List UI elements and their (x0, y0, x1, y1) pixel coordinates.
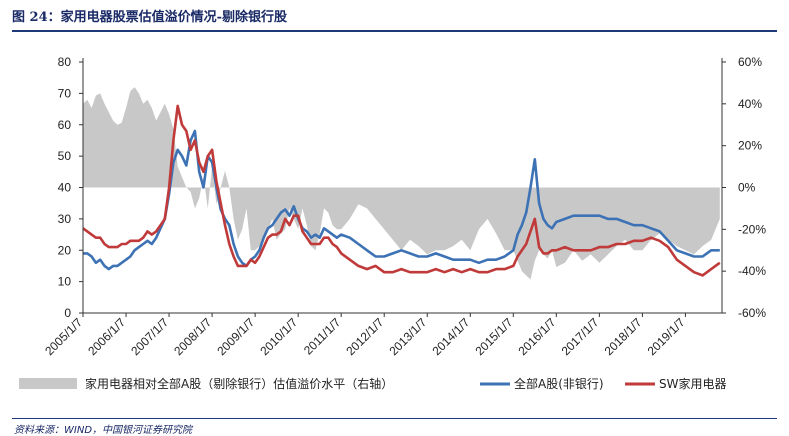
x-tick-label: 2011/1/7 (301, 315, 344, 358)
title-rule (12, 30, 777, 32)
y-left-tick-label: 0 (64, 306, 71, 320)
x-tick-label: 2014/1/7 (429, 315, 472, 358)
y-right-tick-label: -40% (738, 264, 766, 278)
y-right-tick-label: 0% (738, 181, 756, 195)
y-left-tick-label: 40 (58, 181, 72, 195)
legend-label-sw: SW家用电器 (659, 376, 726, 391)
y-left-tick-label: 80 (58, 55, 72, 69)
y-left-tick-label: 60 (58, 118, 72, 132)
x-tick-label: 2018/1/7 (602, 315, 645, 358)
page-title: 图 24：家用电器股票估值溢价情况-剔除银行股 (12, 10, 288, 25)
x-tick-label: 2017/1/7 (559, 315, 602, 358)
y-right-tick-label: -20% (738, 222, 766, 236)
y-right-tick-label: -60% (738, 306, 766, 320)
x-tick-label: 2008/1/7 (171, 315, 214, 358)
x-tick-label: 2015/1/7 (472, 315, 515, 358)
source-rule (12, 418, 777, 419)
x-tick-label: 2010/1/7 (257, 315, 300, 358)
source-note: 资料来源：WIND，中国银河证券研究院 (14, 425, 193, 436)
y-left-tick-label: 20 (58, 243, 72, 257)
series-all-a-line (83, 129, 720, 271)
legend-label-premium: 家用电器相对全部A股（剔除银行）估值溢价水平（右轴） (85, 376, 393, 391)
x-tick-label: 2019/1/7 (645, 315, 688, 358)
y-right-tick-label: 60% (738, 55, 762, 69)
x-tick-label: 2009/1/7 (214, 315, 257, 358)
x-tick-label: 2005/1/7 (42, 315, 85, 358)
series-premium-area (83, 87, 720, 280)
legend-label-all-a: 全部A股(非银行) (514, 376, 604, 391)
y-left-tick-label: 30 (58, 212, 72, 226)
y-right-tick-label: 20% (738, 139, 762, 153)
x-tick-label: 2016/1/7 (516, 315, 559, 358)
y-left-tick-label: 70 (58, 86, 72, 100)
x-tick-label: 2012/1/7 (343, 315, 386, 358)
series-sw-appliance-line (82, 104, 721, 277)
x-tick-label: 2013/1/7 (386, 315, 429, 358)
x-tick-label: 2006/1/7 (85, 315, 128, 358)
y-left-tick-label: 10 (58, 275, 72, 289)
x-tick-label: 2007/1/7 (128, 315, 171, 358)
legend-swatch-premium (19, 378, 77, 389)
y-right-tick-label: 40% (738, 97, 762, 111)
y-left-tick-label: 50 (58, 149, 72, 163)
